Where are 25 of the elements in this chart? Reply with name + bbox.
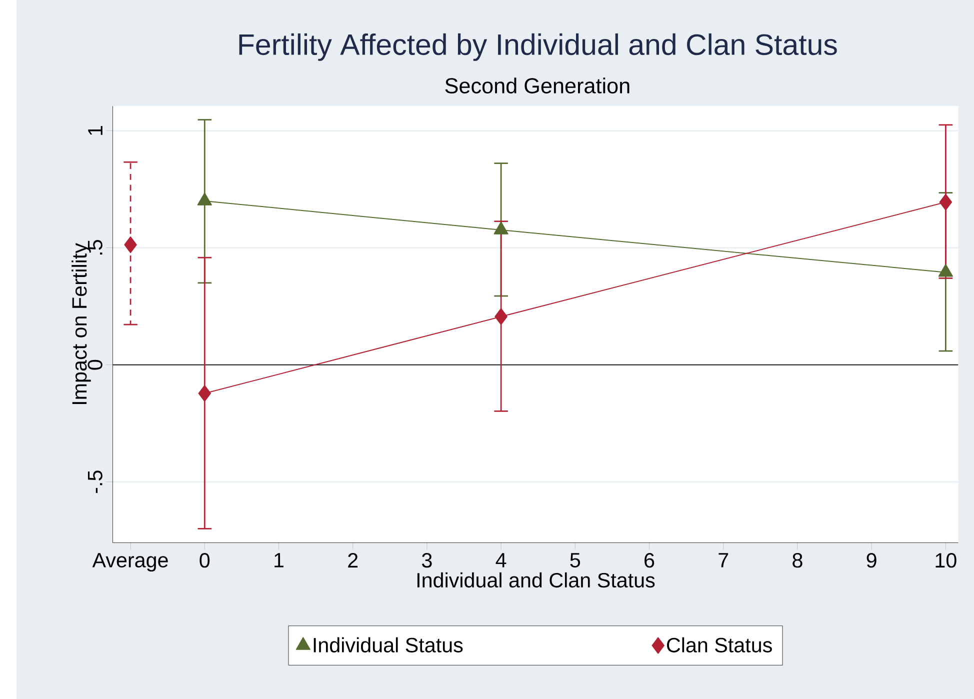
point (494, 308, 508, 325)
y-tick-label: -.5 (88, 470, 102, 493)
chart-subtitle: Second Generation (445, 78, 630, 94)
point (124, 236, 137, 254)
x-tick-label: 5 (570, 553, 580, 568)
x-tick-label: 3 (422, 553, 432, 568)
legend-label: Individual Status (314, 637, 463, 652)
y-tick-label: 1 (88, 126, 102, 135)
legend-label: Clan Status (667, 637, 772, 652)
x-tick-label: 0 (200, 553, 210, 568)
x-axis-title: Individual and Clan Status (417, 572, 655, 588)
x-tick-label: 6 (644, 553, 654, 568)
chart-title: Fertility Affected by Individual and Clan Status (239, 33, 837, 61)
x-tick-label: Average (92, 553, 168, 572)
point (938, 264, 953, 277)
x-tick-label: 9 (866, 553, 876, 568)
point (494, 222, 508, 234)
point (197, 192, 212, 206)
point (198, 384, 212, 402)
x-tick-label: 4 (496, 553, 506, 568)
x-tick-label: 1 (274, 553, 284, 568)
x-tick-label: 2 (348, 553, 358, 568)
x-tick-label: 8 (792, 553, 802, 568)
x-tick-label: 10 (936, 553, 956, 568)
x-tick-label: 7 (718, 553, 728, 568)
